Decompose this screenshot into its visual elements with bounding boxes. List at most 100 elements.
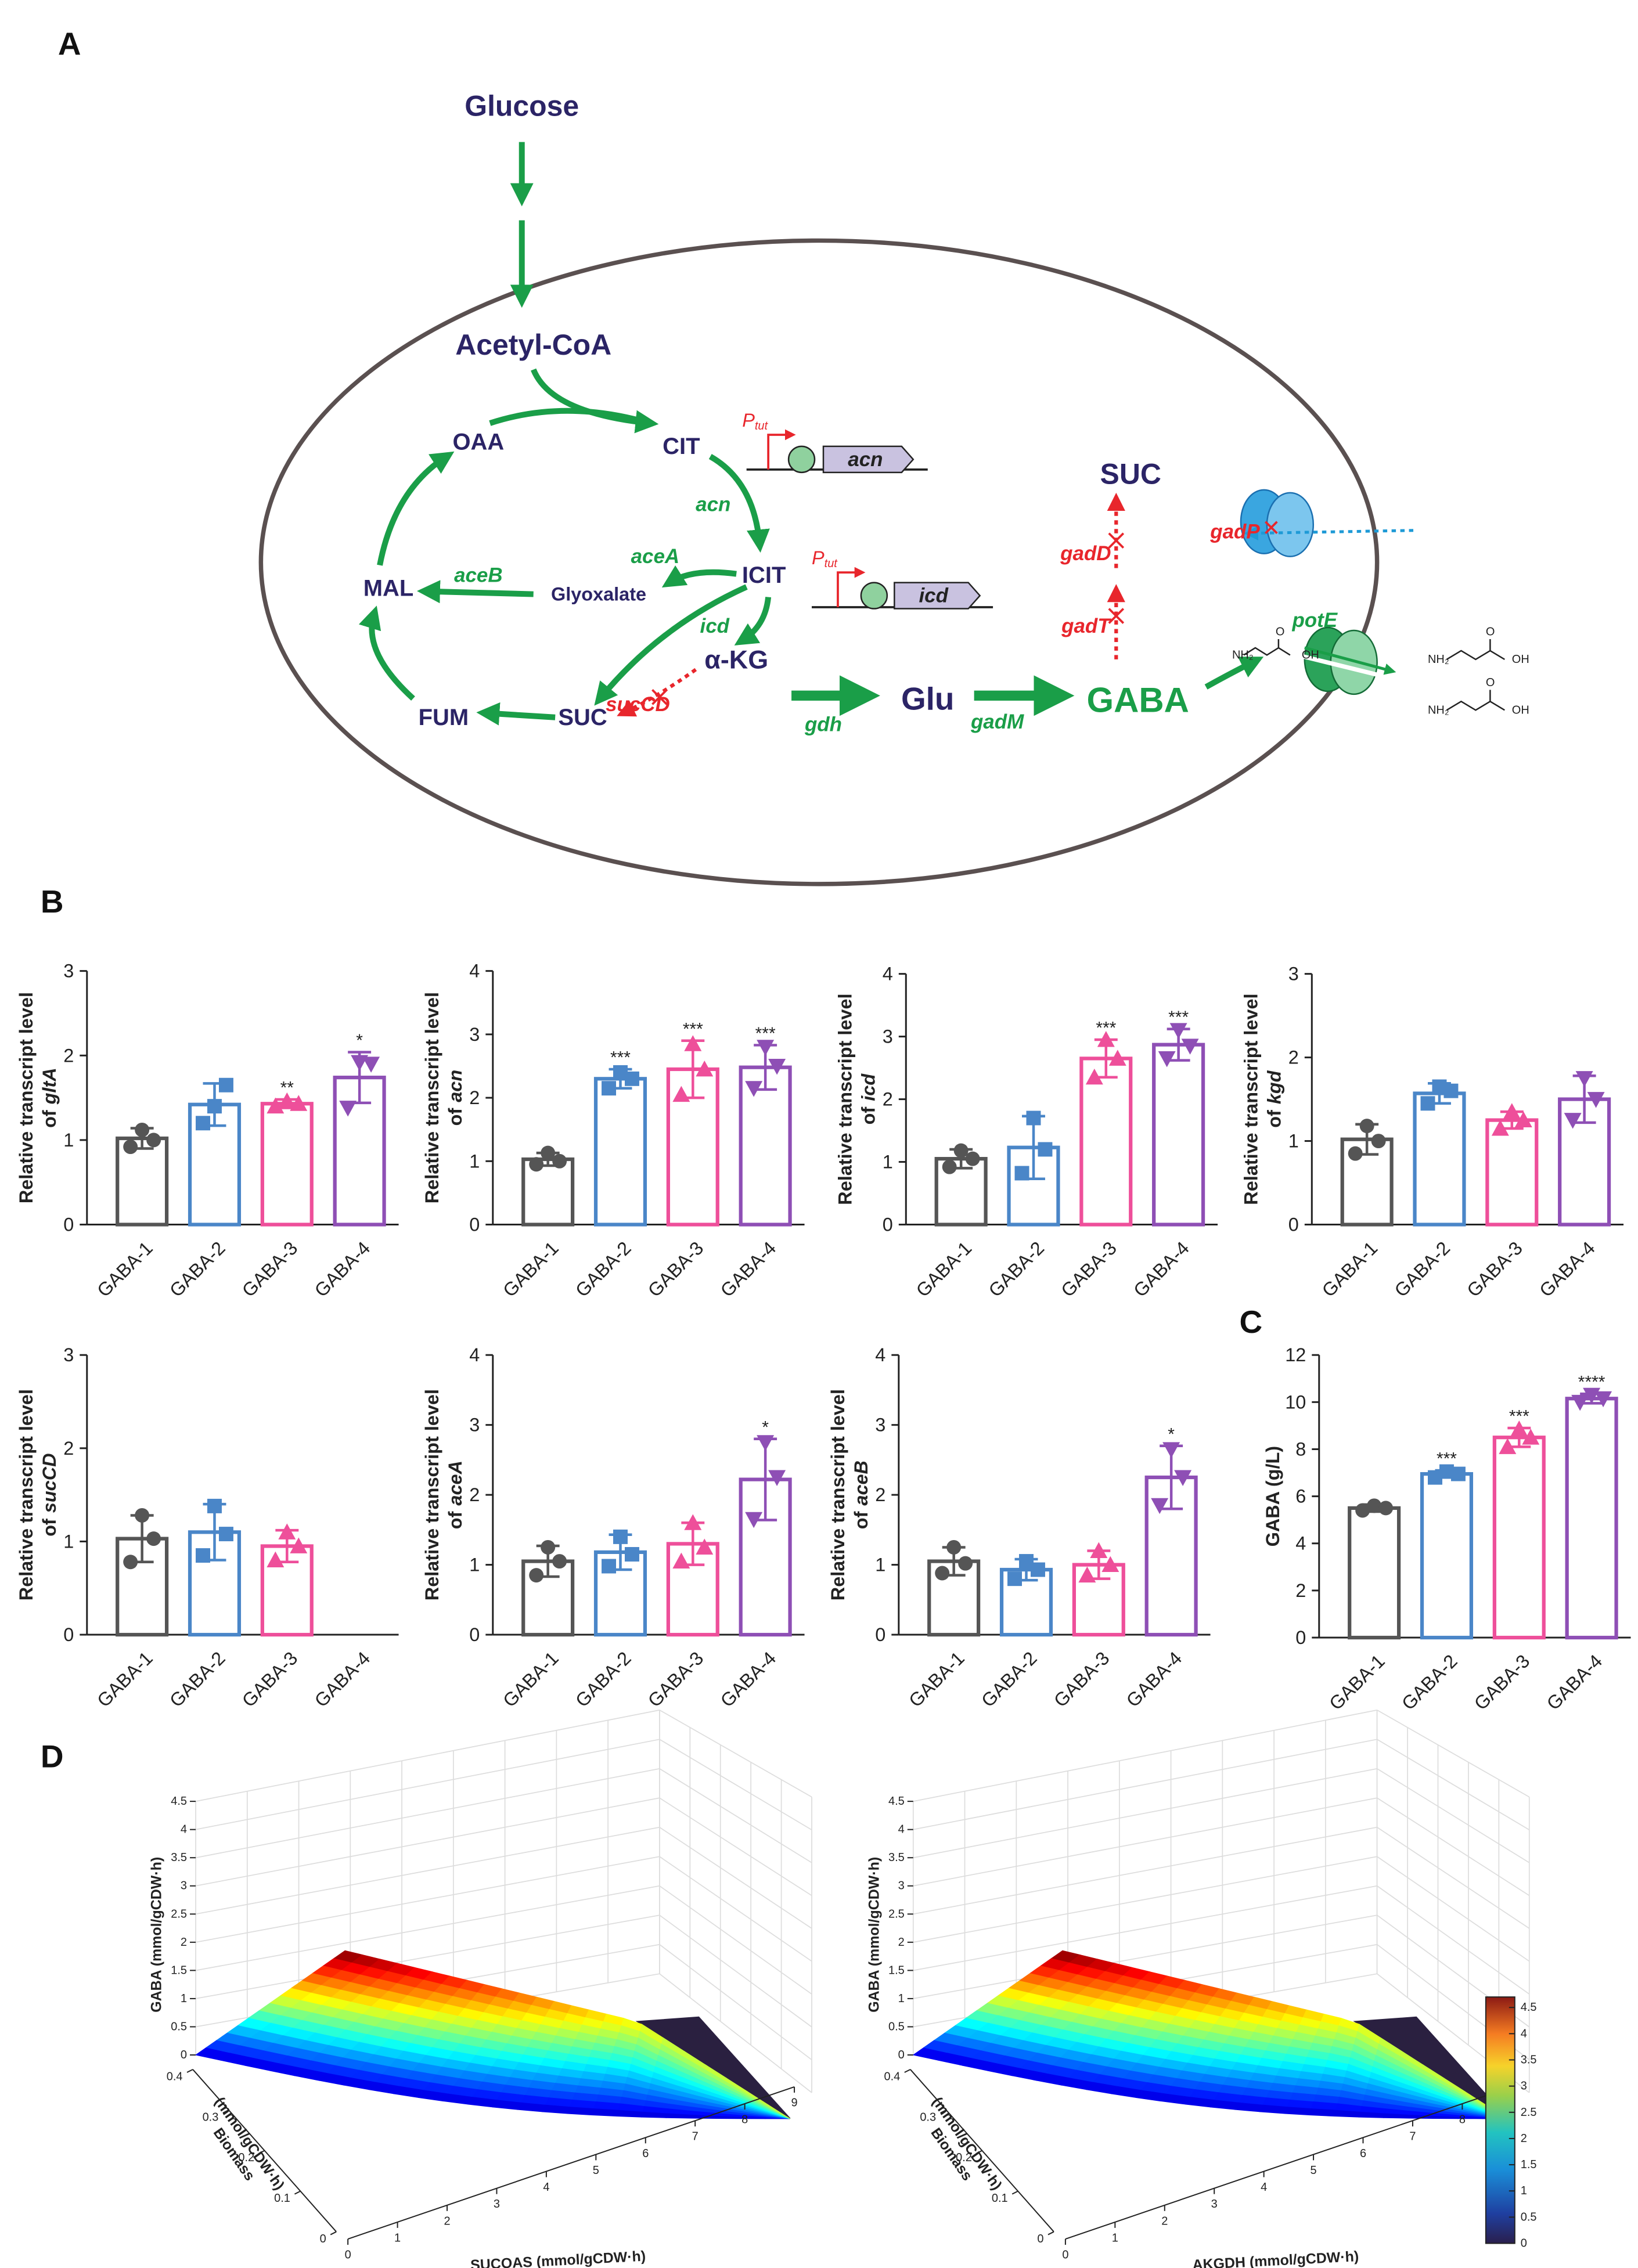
chem-label: NH₂ (1428, 653, 1449, 666)
data-point (1371, 1134, 1386, 1149)
grid-line (659, 1914, 812, 2028)
molecules (1243, 639, 1505, 711)
data-point (624, 1071, 639, 1086)
gene-name: aceB (851, 1461, 872, 1506)
data-point (1162, 1442, 1180, 1458)
data-point (146, 1531, 161, 1546)
z-tick-label: 4 (898, 1823, 905, 1836)
x-tick-label: GABA-2 (977, 1647, 1041, 1711)
chem-label: OH (1302, 648, 1319, 661)
data-point (1503, 1103, 1521, 1119)
y-tick-label: 0.4 (167, 2070, 183, 2083)
bar (1413, 1091, 1466, 1227)
metabolite: SUC (558, 705, 607, 730)
y-tick (258, 2150, 265, 2154)
enzyme: sucCD (606, 693, 670, 716)
y-tick-label: 1 (469, 1151, 480, 1171)
y-tick-label: 4 (883, 964, 893, 985)
y-tick-label: 0 (63, 1624, 74, 1645)
data-point (1085, 1068, 1103, 1085)
x-tick-label: GABA-3 (238, 1238, 302, 1301)
label-part: of (445, 1108, 466, 1126)
x-tick-label: GABA-2 (165, 1238, 229, 1301)
data-point (529, 1568, 544, 1583)
gene-name: kgd (1263, 1070, 1284, 1104)
z-tick-label: 2.5 (888, 1908, 905, 1920)
x-tick-label: 4 (543, 2181, 549, 2194)
x-tick-label: GABA-2 (1391, 1238, 1455, 1301)
y-axis-label: of aceB (851, 1461, 872, 1529)
enzyme: gadD (1060, 542, 1111, 565)
y-tick (904, 2069, 911, 2073)
data-point (965, 1151, 980, 1166)
x-tick-label: GABA-1 (1325, 1650, 1389, 1714)
data-point (684, 1514, 702, 1530)
y-tick-label: 4 (1295, 1533, 1306, 1554)
y-tick-label: 1 (875, 1555, 885, 1575)
pathway-diagram: NH₂ OH O NH₂ OH O NH₂ OH O acn Ptut icd … (258, 89, 1529, 886)
data-point (757, 1040, 775, 1056)
data-point (1038, 1142, 1053, 1157)
x-tick-label: GABA-3 (644, 1238, 708, 1301)
x-tick-label: GABA-2 (985, 1238, 1049, 1301)
grid-line (913, 1709, 1377, 1802)
data-point (1594, 1391, 1612, 1408)
data-point (1575, 1071, 1593, 1087)
x-tick-label: GABA-4 (1535, 1238, 1599, 1301)
data-point (958, 1556, 973, 1571)
data-point (278, 1523, 296, 1539)
x-tick-label: GABA-4 (1543, 1650, 1607, 1714)
metabolite: SUC (1100, 457, 1161, 490)
bar (593, 1077, 647, 1227)
grid-line (195, 1914, 660, 1999)
enzyme: gadP (1209, 521, 1260, 543)
significance: ** (280, 1079, 294, 1098)
z-tick-label: 4 (181, 1823, 187, 1836)
z-tick-label: 2.5 (171, 1908, 187, 1920)
y-axis-label: Relative transcript level (422, 992, 442, 1203)
x-tick-label: GABA-4 (1129, 1238, 1193, 1301)
bar (521, 1157, 575, 1227)
data-point (552, 1153, 567, 1169)
x-tick-label: GABA-3 (238, 1647, 302, 1711)
data-point (745, 1081, 763, 1097)
y-tick-label: 1 (63, 1531, 74, 1552)
label-part: of (851, 1511, 872, 1529)
x-tick-label: GABA-3 (1057, 1238, 1121, 1301)
enzyme: acn (696, 493, 730, 515)
construct: icd Ptut (812, 547, 993, 610)
colorbar-tick-label: 4 (1521, 2027, 1527, 2040)
label-part: of (445, 1511, 466, 1529)
x-tick-label: GABA-4 (1122, 1647, 1186, 1711)
y-axis-label: of gltA (39, 1068, 60, 1128)
colorbar-tick-label: 0 (1521, 2237, 1527, 2250)
data-point (602, 1559, 616, 1574)
x-tick-label: GABA-1 (499, 1647, 563, 1711)
x-tick-label: 6 (1360, 2147, 1366, 2160)
colorbar (1485, 1996, 1515, 2244)
enzyme: gadT (1061, 615, 1111, 637)
x-tick-label: 4 (1261, 2181, 1267, 2194)
z-tick-label: 0 (181, 2049, 187, 2061)
y-tick-label: 1 (63, 1130, 74, 1151)
enzyme: aceB (454, 564, 503, 587)
colorbar-tick-label: 4.5 (1521, 2001, 1537, 2014)
bar (1565, 1397, 1618, 1640)
y-tick-label: 8 (1295, 1438, 1306, 1459)
data-point (768, 1058, 786, 1075)
data-point (1564, 1113, 1582, 1129)
bar (1558, 1097, 1611, 1227)
y-tick-label: 2 (63, 1045, 74, 1066)
pote-transporter (1297, 626, 1396, 695)
z-tick-label: 4.5 (171, 1795, 187, 1808)
x-tick-label: GABA-1 (1318, 1238, 1382, 1301)
gene-name: acn (445, 1070, 466, 1102)
data-point (696, 1060, 714, 1077)
x-tick-label: GABA-2 (571, 1647, 635, 1711)
z-tick-label: 3.5 (888, 1851, 905, 1864)
significance: *** (1168, 1008, 1189, 1027)
z-axis-label: GABA (mmol/gCDW·h) (866, 1857, 882, 2013)
y-tick-label: 12 (1285, 1344, 1306, 1365)
y-tick (1047, 2231, 1054, 2235)
metabolite: α-KG (704, 644, 768, 674)
